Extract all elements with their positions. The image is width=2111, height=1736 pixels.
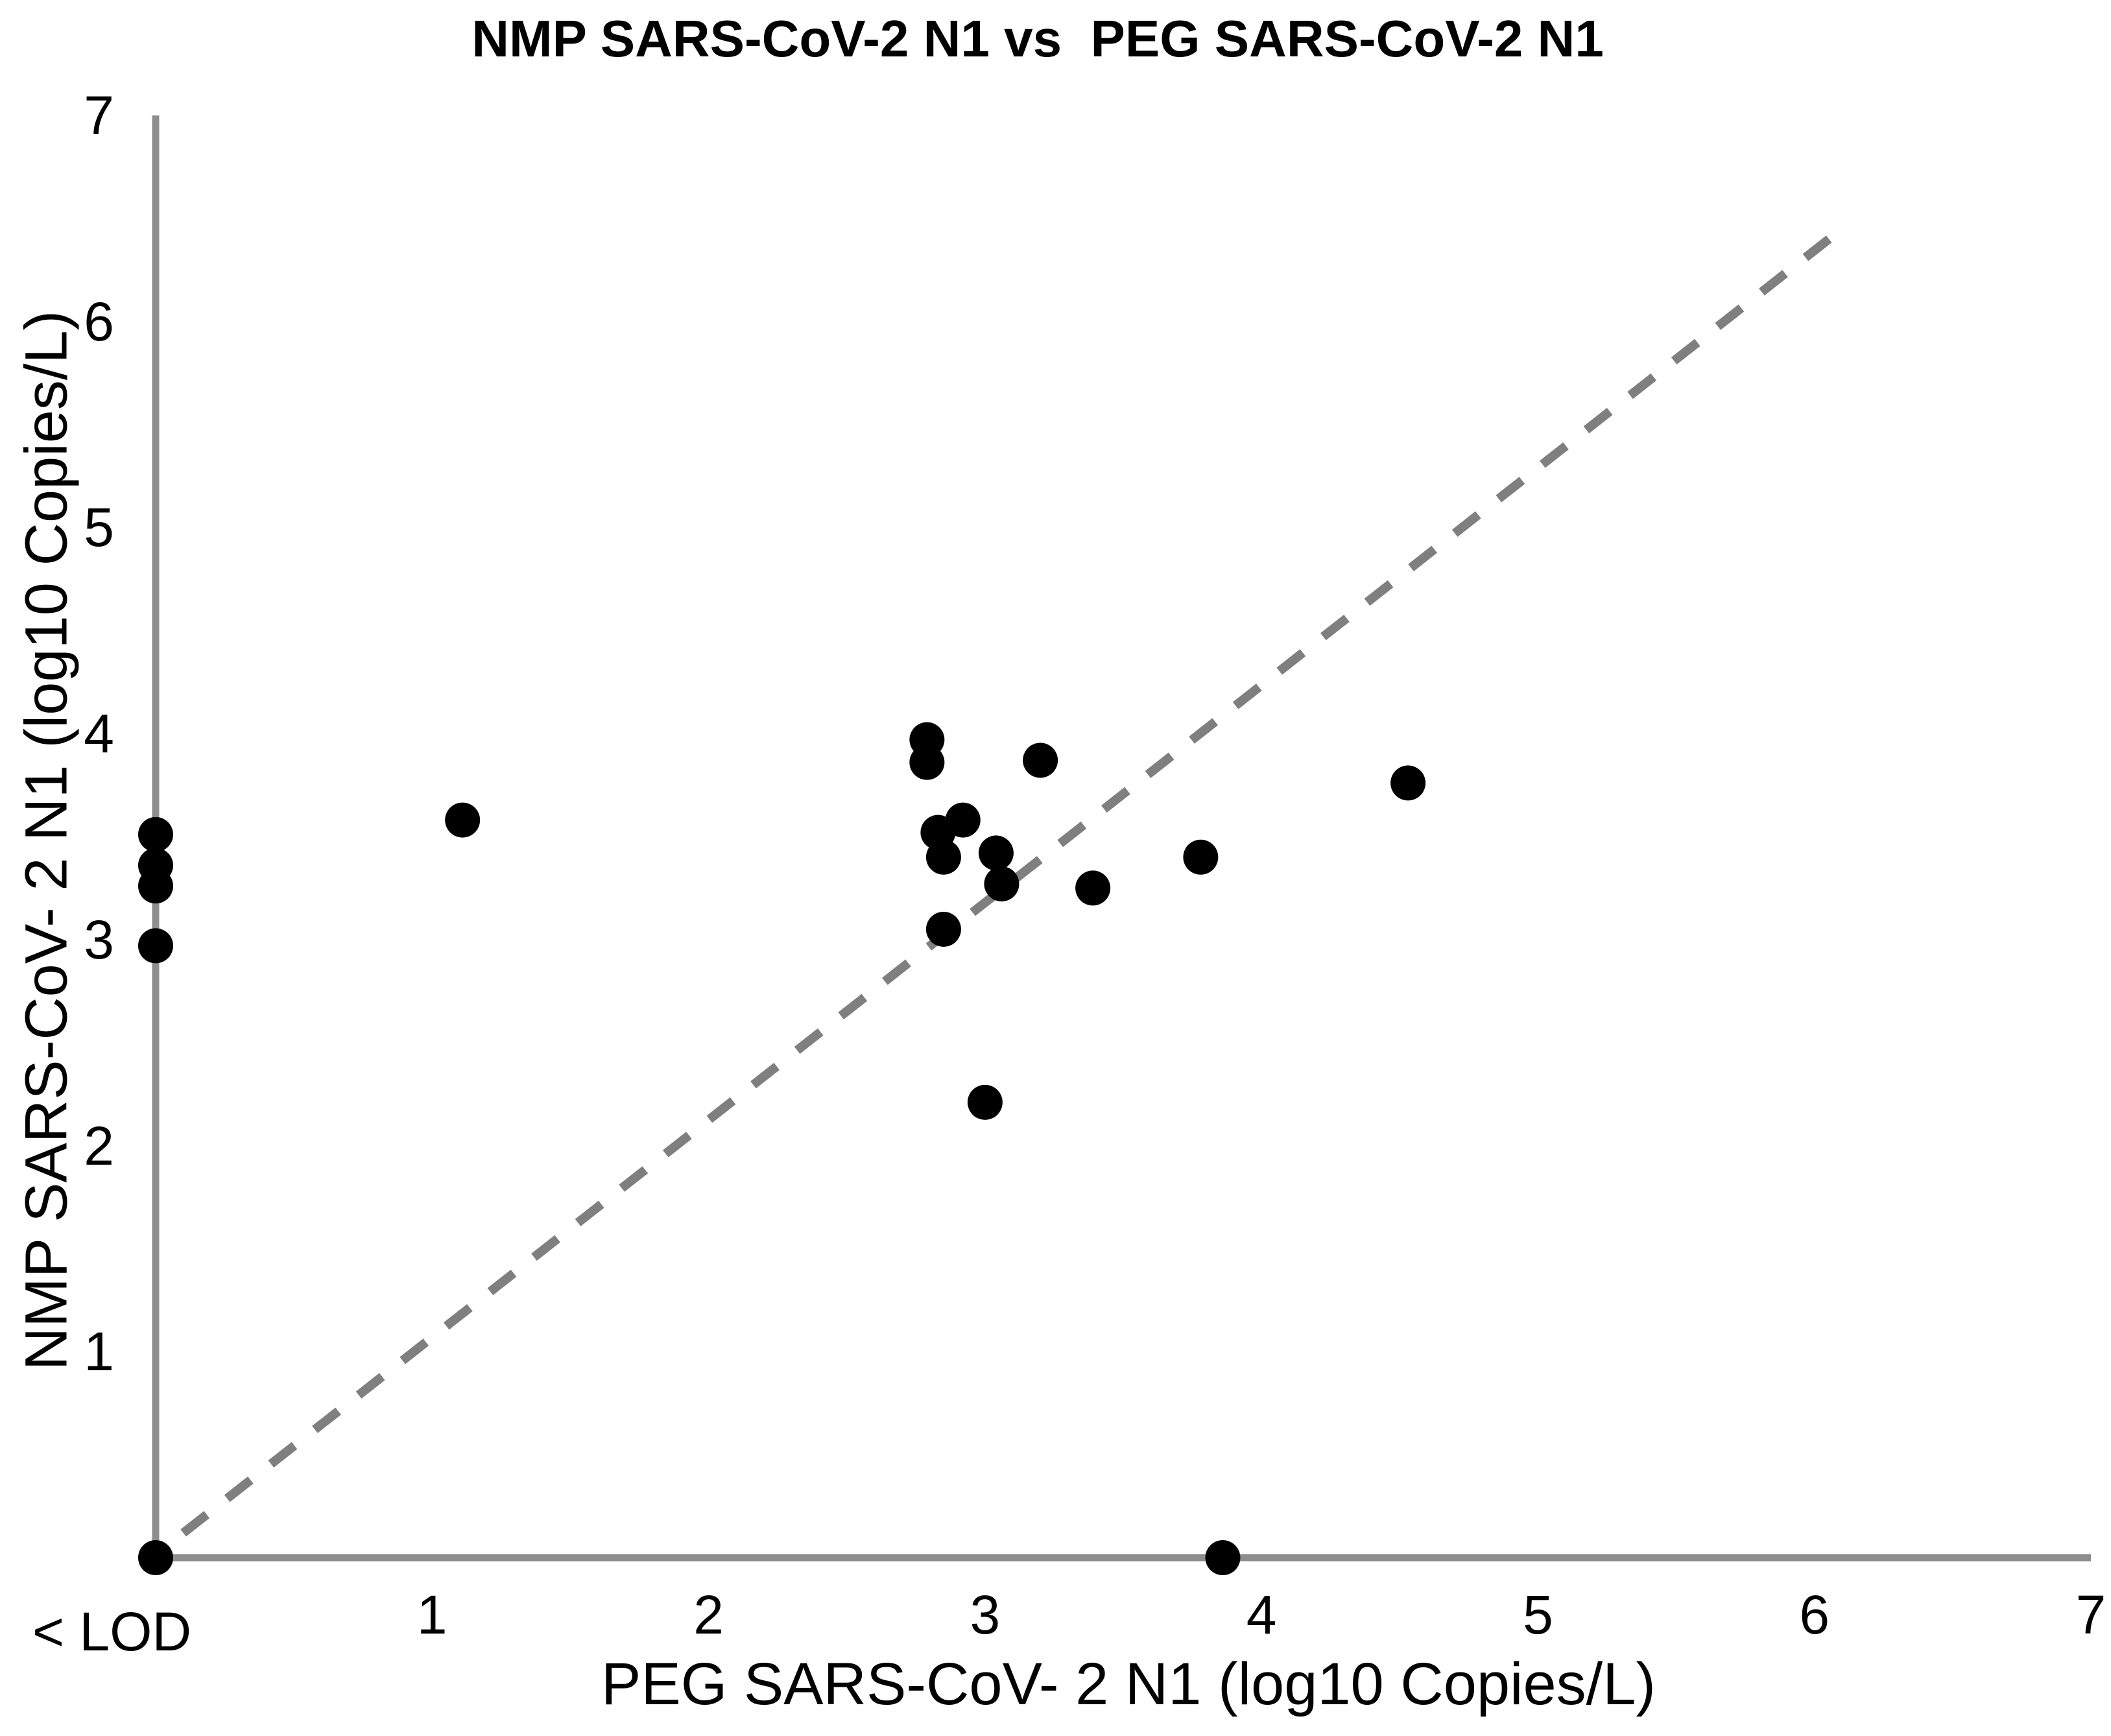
x-tick-label: 7 <box>2075 1584 2106 1645</box>
data-point <box>925 839 961 875</box>
data-point <box>967 1084 1003 1120</box>
data-point <box>1183 839 1219 875</box>
data-point <box>138 928 173 964</box>
identity-line <box>180 225 1845 1537</box>
y-tick-label: 2 <box>84 1115 114 1176</box>
data-point <box>138 1540 173 1575</box>
data-point <box>138 848 173 883</box>
x-tick-label: 2 <box>693 1584 724 1645</box>
data-point <box>925 911 961 947</box>
data-point <box>945 802 981 838</box>
y-axis-label: NMP SARS-CoV- 2 N1 (log10 Copies/L) <box>13 310 80 1371</box>
data-point <box>138 816 173 852</box>
chart-title: NMP SARS-CoV-2 N1 vs PEG SARS-CoV-2 N1 <box>471 10 1604 67</box>
x-tick-label: 4 <box>1246 1584 1277 1645</box>
x-axis-label: PEG SARS-CoV- 2 N1 (log10 Copies/L) <box>601 1651 1656 1717</box>
y-tick-label: 4 <box>84 703 114 765</box>
x-tick-label: 5 <box>1523 1584 1553 1645</box>
y-tick-label: 3 <box>84 909 114 970</box>
y-tick-label: 1 <box>84 1321 114 1383</box>
y-tick-label: 7 <box>84 85 114 146</box>
x-tick-label: 1 <box>416 1584 447 1645</box>
data-point <box>984 866 1020 902</box>
y-tick-label: 5 <box>84 497 114 558</box>
data-point <box>445 802 481 838</box>
data-point <box>1075 870 1111 906</box>
x-tick-label: 6 <box>1799 1584 1830 1645</box>
data-point <box>978 835 1014 871</box>
x-tick-label: 3 <box>970 1584 1001 1645</box>
data-point <box>1390 765 1426 801</box>
x-tick-lod-label: < LOD <box>32 1601 192 1662</box>
data-point <box>1205 1540 1241 1575</box>
y-tick-label: 6 <box>84 291 114 352</box>
data-point <box>1023 743 1058 778</box>
data-point <box>909 744 945 780</box>
